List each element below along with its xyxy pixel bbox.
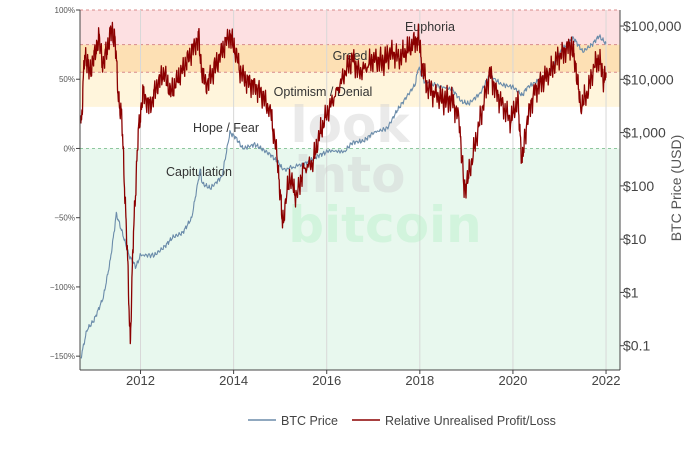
zone-label-3: Hope / Fear bbox=[193, 121, 259, 135]
y-left-tick-label-5: −150% bbox=[50, 352, 75, 361]
zone-label-0: Euphoria bbox=[405, 20, 455, 34]
y-right-tick-label-5: $1 bbox=[623, 284, 639, 300]
legend-item-1[interactable]: Relative Unrealised Profit/Loss bbox=[352, 414, 556, 428]
x-tick-label-4: 2020 bbox=[498, 373, 527, 388]
legend[interactable]: BTC Price Relative Unrealised Profit/Loss bbox=[248, 414, 556, 428]
x-tick-label-5: 2022 bbox=[592, 373, 621, 388]
x-tick-label-2: 2016 bbox=[312, 373, 341, 388]
y-left-tick-label-4: −100% bbox=[50, 283, 75, 292]
watermark-line-2: into bbox=[295, 146, 406, 204]
y-left-tick-label-1: 50% bbox=[59, 75, 75, 84]
axes: 100% 50% 0% −50% −100% −150% $100,000 $10,000 $1… bbox=[50, 6, 682, 388]
x-tick-label-1: 2014 bbox=[219, 373, 248, 388]
y-left-tick-label-2: 0% bbox=[63, 144, 75, 153]
series-lines bbox=[80, 21, 607, 359]
y-right-tick-label-3: $100 bbox=[623, 178, 654, 194]
y-right-tick-label-6: $0.1 bbox=[623, 338, 650, 354]
series-line-1[interactable] bbox=[80, 21, 607, 345]
legend-item-0[interactable]: BTC Price bbox=[248, 414, 338, 428]
watermark-line-3: bitcoin bbox=[288, 196, 482, 254]
watermark: look into bitcoin bbox=[288, 96, 482, 254]
x-tick-label-3: 2018 bbox=[405, 373, 434, 388]
series-line-0[interactable] bbox=[80, 34, 607, 359]
zone-label-2: Optimism / Denial bbox=[274, 85, 373, 99]
y-left-tick-label-3: −50% bbox=[54, 214, 75, 223]
right-axis-title: BTC Price (USD) bbox=[668, 135, 684, 242]
y-right-tick-label-0: $100,000 bbox=[623, 18, 682, 34]
zone-band-0 bbox=[80, 10, 620, 45]
zone-label-1: Greed bbox=[333, 49, 368, 63]
y-right-tick-label-1: $10,000 bbox=[623, 71, 674, 87]
zone-band-4 bbox=[80, 148, 620, 370]
x-tick-label-0: 2012 bbox=[126, 373, 155, 388]
y-right-tick-label-4: $10 bbox=[623, 231, 647, 247]
y-right-tick-label-2: $1,000 bbox=[623, 125, 666, 141]
legend-label-0: BTC Price bbox=[281, 414, 338, 428]
legend-label-1: Relative Unrealised Profit/Loss bbox=[385, 414, 556, 428]
y-left-tick-label-0: 100% bbox=[55, 6, 75, 15]
grid-lines bbox=[140, 10, 607, 370]
